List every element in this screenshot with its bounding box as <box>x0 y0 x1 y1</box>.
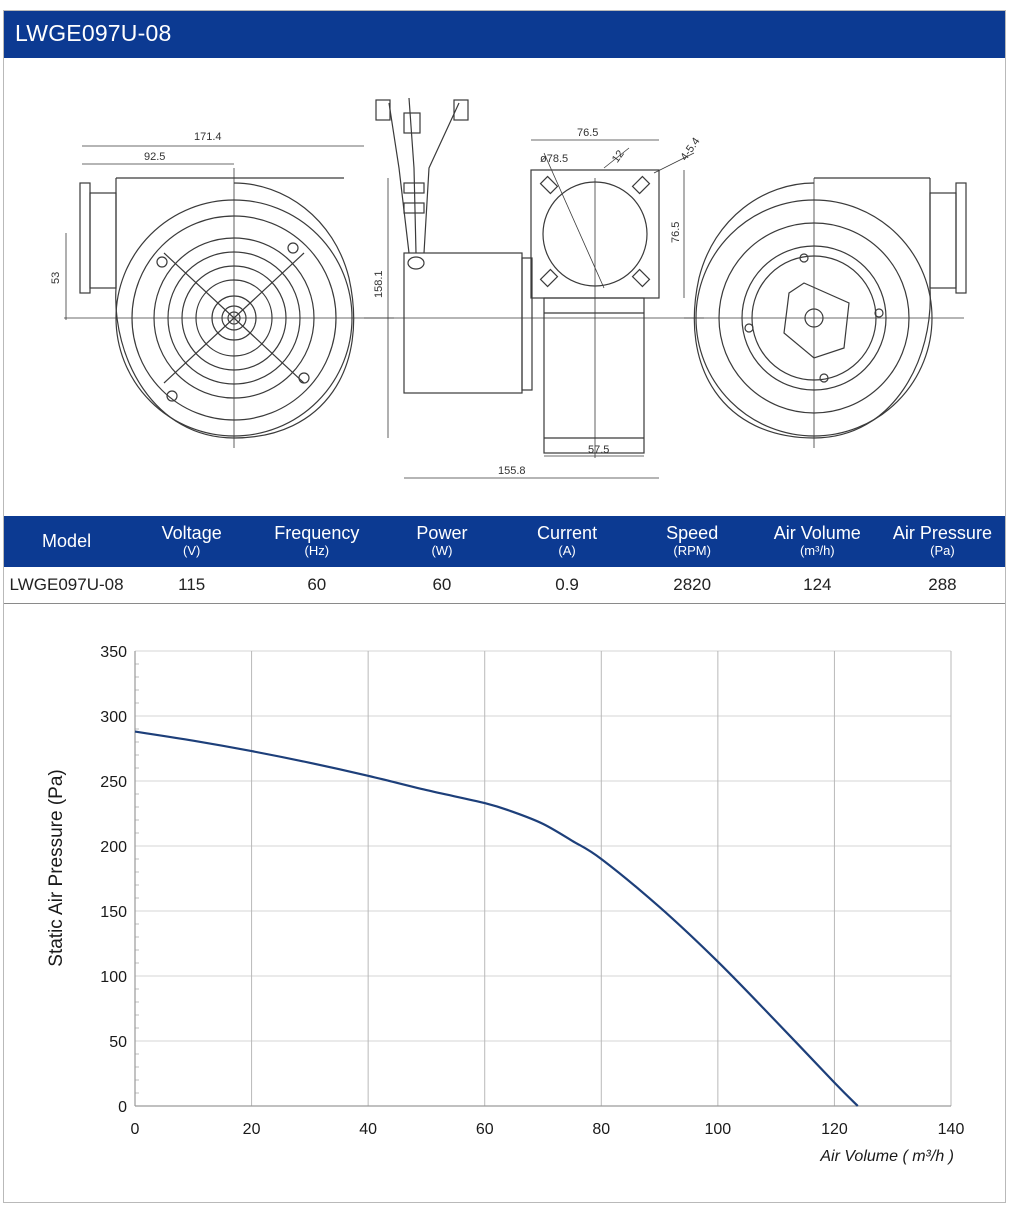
technical-drawing: 171.4 92.5 53 158.1 <box>4 58 1005 516</box>
y-tick-label: 50 <box>109 1034 127 1051</box>
cell-speed: 2820 <box>673 575 712 594</box>
x-tick-label: 0 <box>131 1121 140 1138</box>
y-tick-label: 350 <box>100 644 127 661</box>
col-power: Power (W) <box>379 516 504 567</box>
col-air-pressure-unit: (Pa) <box>930 543 955 558</box>
blower-drawing: 171.4 92.5 53 158.1 <box>50 97 967 479</box>
col-voltage-unit: (V) <box>183 543 201 558</box>
col-current-label: Current <box>537 523 598 543</box>
dim-dia-78-5: ø78.5 <box>540 153 568 165</box>
dim-158-1: 158.1 <box>373 270 385 298</box>
performance-chart: 0 50 100 150 200 250 300 350 0 20 40 60 80 100 120 140 … <box>4 606 1005 1202</box>
y-tick-label: 0 <box>118 1099 127 1116</box>
dim-155-8: 155.8 <box>498 465 526 477</box>
col-air-volume-label: Air Volume <box>773 523 861 543</box>
cell-air-volume: 124 <box>803 575 832 594</box>
chart-curve <box>134 730 859 1107</box>
dim-4-5-4: 4-5.4 <box>678 136 702 163</box>
spec-table: Model Voltage (V) Frequency (Hz) Power (… <box>4 516 1005 604</box>
col-current-unit: (A) <box>558 543 576 558</box>
col-power-label: Power <box>416 523 468 543</box>
col-voltage-label: Voltage <box>161 523 222 543</box>
cell-model: LWGE097U-08 <box>9 575 124 594</box>
col-air-volume-unit: (m³/h) <box>799 543 835 558</box>
x-tick-label: 140 <box>938 1121 965 1138</box>
dim-76-5-side: 76.5 <box>670 222 682 243</box>
spec-table-header: Model Voltage (V) Frequency (Hz) Power (… <box>4 516 1005 567</box>
y-tick-label: 150 <box>100 904 127 921</box>
col-frequency-unit: (Hz) <box>304 543 330 558</box>
x-tick-label: 60 <box>476 1121 494 1138</box>
col-model-label: Model <box>42 531 92 551</box>
col-speed-unit: (RPM) <box>673 543 711 558</box>
dim-12: 12 <box>610 148 627 165</box>
col-current: Current (A) <box>505 516 630 567</box>
col-air-volume: Air Volume (m³/h) <box>755 516 880 567</box>
y-tick-label: 100 <box>100 969 127 986</box>
col-air-pressure: Air Pressure (Pa) <box>880 516 1005 567</box>
cell-current: 0.9 <box>555 575 579 594</box>
cell-power: 60 <box>432 575 452 594</box>
dim-53: 53 <box>50 272 62 284</box>
col-frequency: Frequency (Hz) <box>254 516 379 567</box>
chart-ticks: 0 50 100 150 200 250 300 350 0 20 40 60 80 100 120 140 <box>100 644 964 1138</box>
side-view-left <box>64 145 394 448</box>
x-axis-label: Air Volume ( m³/h ) <box>819 1148 954 1165</box>
dim-76-5-top: 76.5 <box>577 127 598 139</box>
y-tick-label: 200 <box>100 839 127 856</box>
x-tick-label: 100 <box>705 1121 732 1138</box>
col-speed-label: Speed <box>666 523 719 543</box>
y-tick-label: 300 <box>100 709 127 726</box>
col-frequency-label: Frequency <box>274 523 360 543</box>
series-line <box>134 730 859 1107</box>
x-tick-label: 20 <box>243 1121 261 1138</box>
side-view-middle <box>364 97 704 479</box>
col-air-pressure-label: Air Pressure <box>892 523 992 543</box>
cell-air-pressure: 288 <box>928 575 957 594</box>
title-bar: LWGE097U-08 <box>4 11 1005 58</box>
dim-92-5: 92.5 <box>144 151 165 163</box>
x-tick-label: 80 <box>592 1121 610 1138</box>
chart-grid <box>134 650 952 1107</box>
dim-57-5: 57.5 <box>588 444 609 456</box>
y-tick-label: 250 <box>100 774 127 791</box>
page-title: LWGE097U-08 <box>15 20 172 46</box>
col-model: Model <box>4 516 129 567</box>
side-view-right <box>684 177 967 448</box>
cell-voltage: 115 <box>178 575 206 594</box>
x-tick-label: 40 <box>359 1121 377 1138</box>
dim-171-4: 171.4 <box>194 131 222 143</box>
col-power-unit: (W) <box>431 543 453 558</box>
x-tick-label: 120 <box>821 1121 848 1138</box>
col-speed: Speed (RPM) <box>630 516 755 567</box>
spec-table-row: LWGE097U-08 115 60 60 0.9 2820 124 288 <box>4 567 1005 604</box>
y-axis-label: Static Air Pressure (Pa) <box>46 769 67 966</box>
datasheet-panel: LWGE097U-08 <box>3 10 1006 1203</box>
col-voltage: Voltage (V) <box>129 516 254 567</box>
cell-frequency: 60 <box>307 575 327 594</box>
